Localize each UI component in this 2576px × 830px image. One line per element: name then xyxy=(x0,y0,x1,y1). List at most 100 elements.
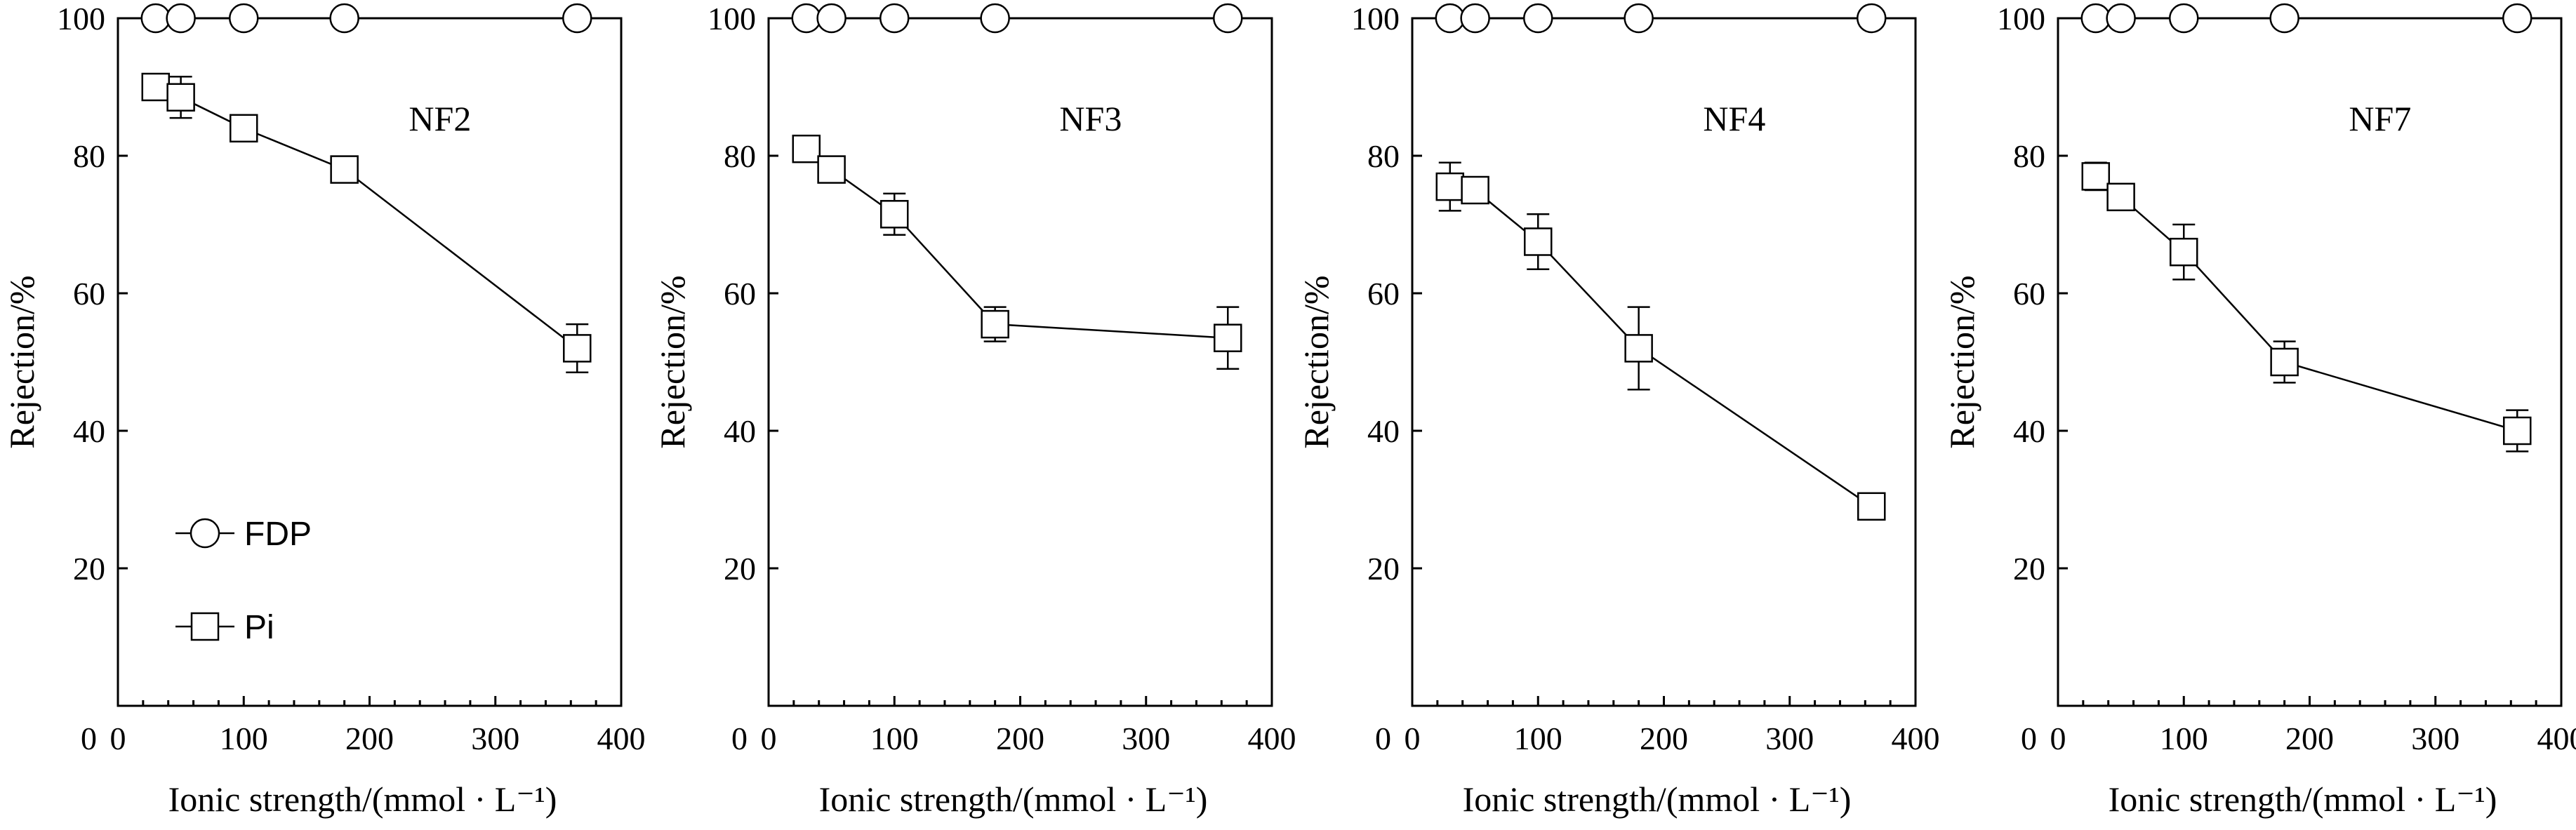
y-tick-label: 100 xyxy=(57,1,105,36)
panel-label: NF7 xyxy=(2349,99,2411,138)
y-axis-title: Rejection/% xyxy=(1942,275,1981,448)
data-point-pi xyxy=(792,134,821,163)
data-point-fdp xyxy=(980,3,1010,34)
series-fdp xyxy=(791,3,1243,34)
x-tick-label: 0 xyxy=(761,721,777,756)
x-axis-title: Ionic strength/(mmol · L⁻¹) xyxy=(819,779,1208,819)
origin-tick-label: 0 xyxy=(731,721,748,756)
legend-label: Pi xyxy=(244,609,274,646)
panel-label: NF4 xyxy=(1703,99,1765,138)
y-tick-label: 80 xyxy=(1367,138,1400,174)
legend-entry-pi: Pi xyxy=(175,609,274,646)
series-line-pi xyxy=(155,86,578,349)
series-fdp xyxy=(140,3,592,34)
data-point-fdp xyxy=(1213,3,1243,34)
y-tick-label: 60 xyxy=(724,276,756,312)
legend-marker-square xyxy=(190,612,220,641)
series-fdp xyxy=(1435,3,1887,34)
chart-panel-nf3: 0 100 200 300 400 20 40 60 80 100 0 Ionic strength/… xyxy=(653,1,1296,819)
y-tick-label: 80 xyxy=(2013,138,2045,174)
y-tick-label: 60 xyxy=(73,276,105,312)
data-point-pi xyxy=(1524,227,1553,256)
series-pi xyxy=(792,134,1242,370)
plot-frame xyxy=(1411,17,1917,707)
data-point-fdp xyxy=(140,3,171,34)
y-axis-title: Rejection/% xyxy=(1296,275,1336,448)
series-fdp xyxy=(2080,3,2532,34)
data-point-pi xyxy=(1435,172,1465,201)
data-point-fdp xyxy=(1460,3,1490,34)
y-tick-label: 20 xyxy=(724,551,756,587)
chart-panel-nf4: 0 100 200 300 400 20 40 60 80 100 0 Ionic strength/… xyxy=(1296,1,1940,819)
data-point-pi xyxy=(1214,323,1242,352)
y-tick-label: 40 xyxy=(724,413,756,449)
x-tick-label: 400 xyxy=(597,721,646,756)
x-tick-label: 200 xyxy=(996,721,1044,756)
data-point-pi xyxy=(817,155,846,184)
y-tick-label: 20 xyxy=(73,551,105,587)
x-tick-label: 0 xyxy=(2050,721,2066,756)
series-line-pi xyxy=(2094,175,2518,432)
x-tick-label: 400 xyxy=(1892,721,1940,756)
data-point-pi xyxy=(563,334,592,363)
data-point-pi xyxy=(141,72,171,102)
data-point-fdp xyxy=(879,3,910,34)
x-tick-label: 400 xyxy=(1248,721,1296,756)
x-tick-label: 100 xyxy=(2160,721,2208,756)
data-point-pi xyxy=(330,155,359,184)
legend-label: FDP xyxy=(244,516,312,553)
y-tick-label: 100 xyxy=(1997,1,2045,36)
data-point-pi xyxy=(230,114,258,143)
data-point-pi xyxy=(2503,416,2532,446)
chart-panel-nf7: 0 100 200 300 400 20 40 60 80 100 0 Ionic strength/… xyxy=(1942,1,2576,819)
origin-tick-label: 0 xyxy=(1375,721,1391,756)
data-point-pi xyxy=(1624,334,1653,363)
x-tick-label: 100 xyxy=(1514,721,1562,756)
x-tick-label: 300 xyxy=(2411,721,2459,756)
data-point-pi xyxy=(2081,162,2111,191)
data-point-fdp xyxy=(791,3,822,34)
data-point-fdp xyxy=(1523,3,1553,34)
x-tick-label: 200 xyxy=(2285,721,2334,756)
x-tick-label: 100 xyxy=(220,721,268,756)
y-tick-label: 60 xyxy=(1367,276,1400,312)
data-point-pi xyxy=(1461,175,1489,205)
panel-label: NF2 xyxy=(409,99,471,138)
x-tick-label: 300 xyxy=(471,721,519,756)
data-point-pi xyxy=(981,309,1009,339)
y-tick-label: 40 xyxy=(2013,413,2045,449)
x-tick-label: 400 xyxy=(2537,721,2576,756)
y-tick-label: 20 xyxy=(2013,551,2045,587)
data-point-pi xyxy=(2170,237,2198,267)
data-point-fdp xyxy=(229,3,259,34)
plot-frame xyxy=(767,17,1273,707)
panel-label: NF3 xyxy=(1059,99,1122,138)
data-point-fdp xyxy=(1624,3,1654,34)
data-point-pi xyxy=(880,200,909,229)
x-axis-title: Ionic strength/(mmol · L⁻¹) xyxy=(2109,779,2497,819)
x-tick-label: 200 xyxy=(345,721,394,756)
plot-frame xyxy=(117,17,623,707)
y-tick-label: 40 xyxy=(1367,413,1400,449)
legend-marker-circle xyxy=(190,518,220,549)
plot-frame xyxy=(2057,17,2563,707)
y-axis-title: Rejection/% xyxy=(653,275,692,448)
data-point-fdp xyxy=(816,3,847,34)
legend-entry-fdp: FDP xyxy=(175,516,312,553)
data-point-fdp xyxy=(2080,3,2111,34)
x-tick-label: 300 xyxy=(1122,721,1170,756)
y-axis-title: Rejection/% xyxy=(2,275,41,448)
data-point-fdp xyxy=(166,3,196,34)
series-pi xyxy=(1435,161,1886,521)
y-tick-label: 60 xyxy=(2013,276,2045,312)
origin-tick-label: 0 xyxy=(81,721,97,756)
data-point-fdp xyxy=(2169,3,2199,34)
chart-panel-nf2: 0 100 200 300 400 20 40 60 80 100 0 Ionic strength/… xyxy=(2,1,646,819)
x-axis-title: Ionic strength/(mmol · L⁻¹) xyxy=(168,779,557,819)
x-tick-label: 0 xyxy=(1405,721,1421,756)
data-point-fdp xyxy=(562,3,592,34)
series-pi xyxy=(2081,161,2532,453)
x-axis-title: Ionic strength/(mmol · L⁻¹) xyxy=(1463,779,1852,819)
x-tick-label: 0 xyxy=(110,721,126,756)
